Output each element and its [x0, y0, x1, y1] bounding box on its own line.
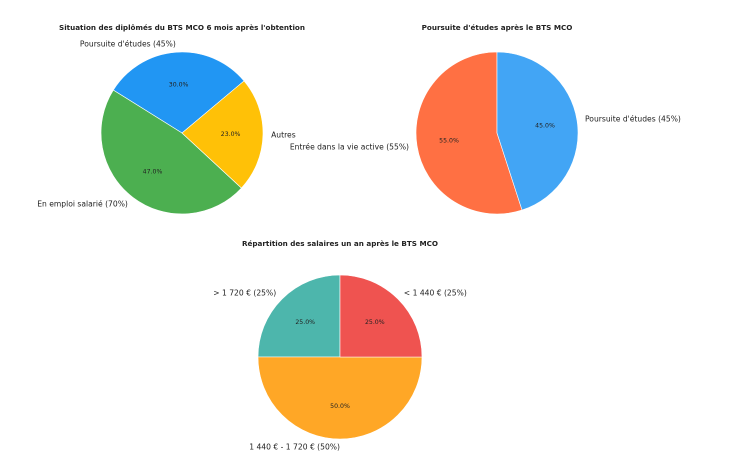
slice-percent-label: 55.0%: [439, 138, 459, 145]
chart-1-title: Situation des diplômés du BTS MCO 6 mois…: [59, 23, 305, 32]
slice-percent-label: 30.0%: [169, 82, 189, 89]
pie-slice: [181, 80, 264, 189]
slice-category-label: Poursuite d'études (45%): [80, 40, 176, 49]
slice-percent-label: 47.0%: [143, 169, 163, 176]
slice-category-label: Poursuite d'études (45%): [585, 115, 681, 124]
slice-category-label: < 1 440 € (25%): [404, 289, 467, 298]
pie-slice: [415, 51, 523, 215]
slice-percent-label: 25.0%: [365, 319, 385, 326]
slice-percent-label: 50.0%: [330, 403, 350, 410]
slice-percent-label: 25.0%: [295, 319, 315, 326]
slice-category-label: 1 440 € - 1 720 € (50%): [249, 443, 340, 452]
pie-slice: [257, 356, 423, 440]
slice-category-label: Entrée dans la vie active (55%): [290, 142, 409, 151]
pie-slice: [100, 89, 242, 215]
chart-3-title: Répartition des salaires un an après le …: [242, 239, 438, 248]
pie-slice: [257, 274, 341, 358]
slice-category-label: > 1 720 € (25%): [213, 289, 276, 298]
pie-chart-diplomes: 30.0% Poursuite d'études (45%) 47.0% En emp…: [37, 40, 296, 215]
slice-category-label: Autres: [271, 131, 296, 140]
slice-percent-label: 23.0%: [221, 131, 241, 138]
slice-category-label: En emploi salarié (70%): [37, 199, 128, 208]
chart-2-title: Poursuite d'études après le BTS MCO: [422, 23, 573, 32]
slice-percent-label: 45.0%: [535, 122, 555, 129]
pie-chart-poursuite: 55.0% Entrée dans la vie active (55%) 45.0…: [290, 51, 681, 215]
pie-chart-salaires: 25.0% > 1 720 € (25%) 50.0% 1 440 € - 1 720…: [213, 274, 467, 452]
pie-slice: [112, 51, 245, 134]
pie-slice: [496, 51, 579, 211]
pie-slice: [339, 274, 423, 358]
